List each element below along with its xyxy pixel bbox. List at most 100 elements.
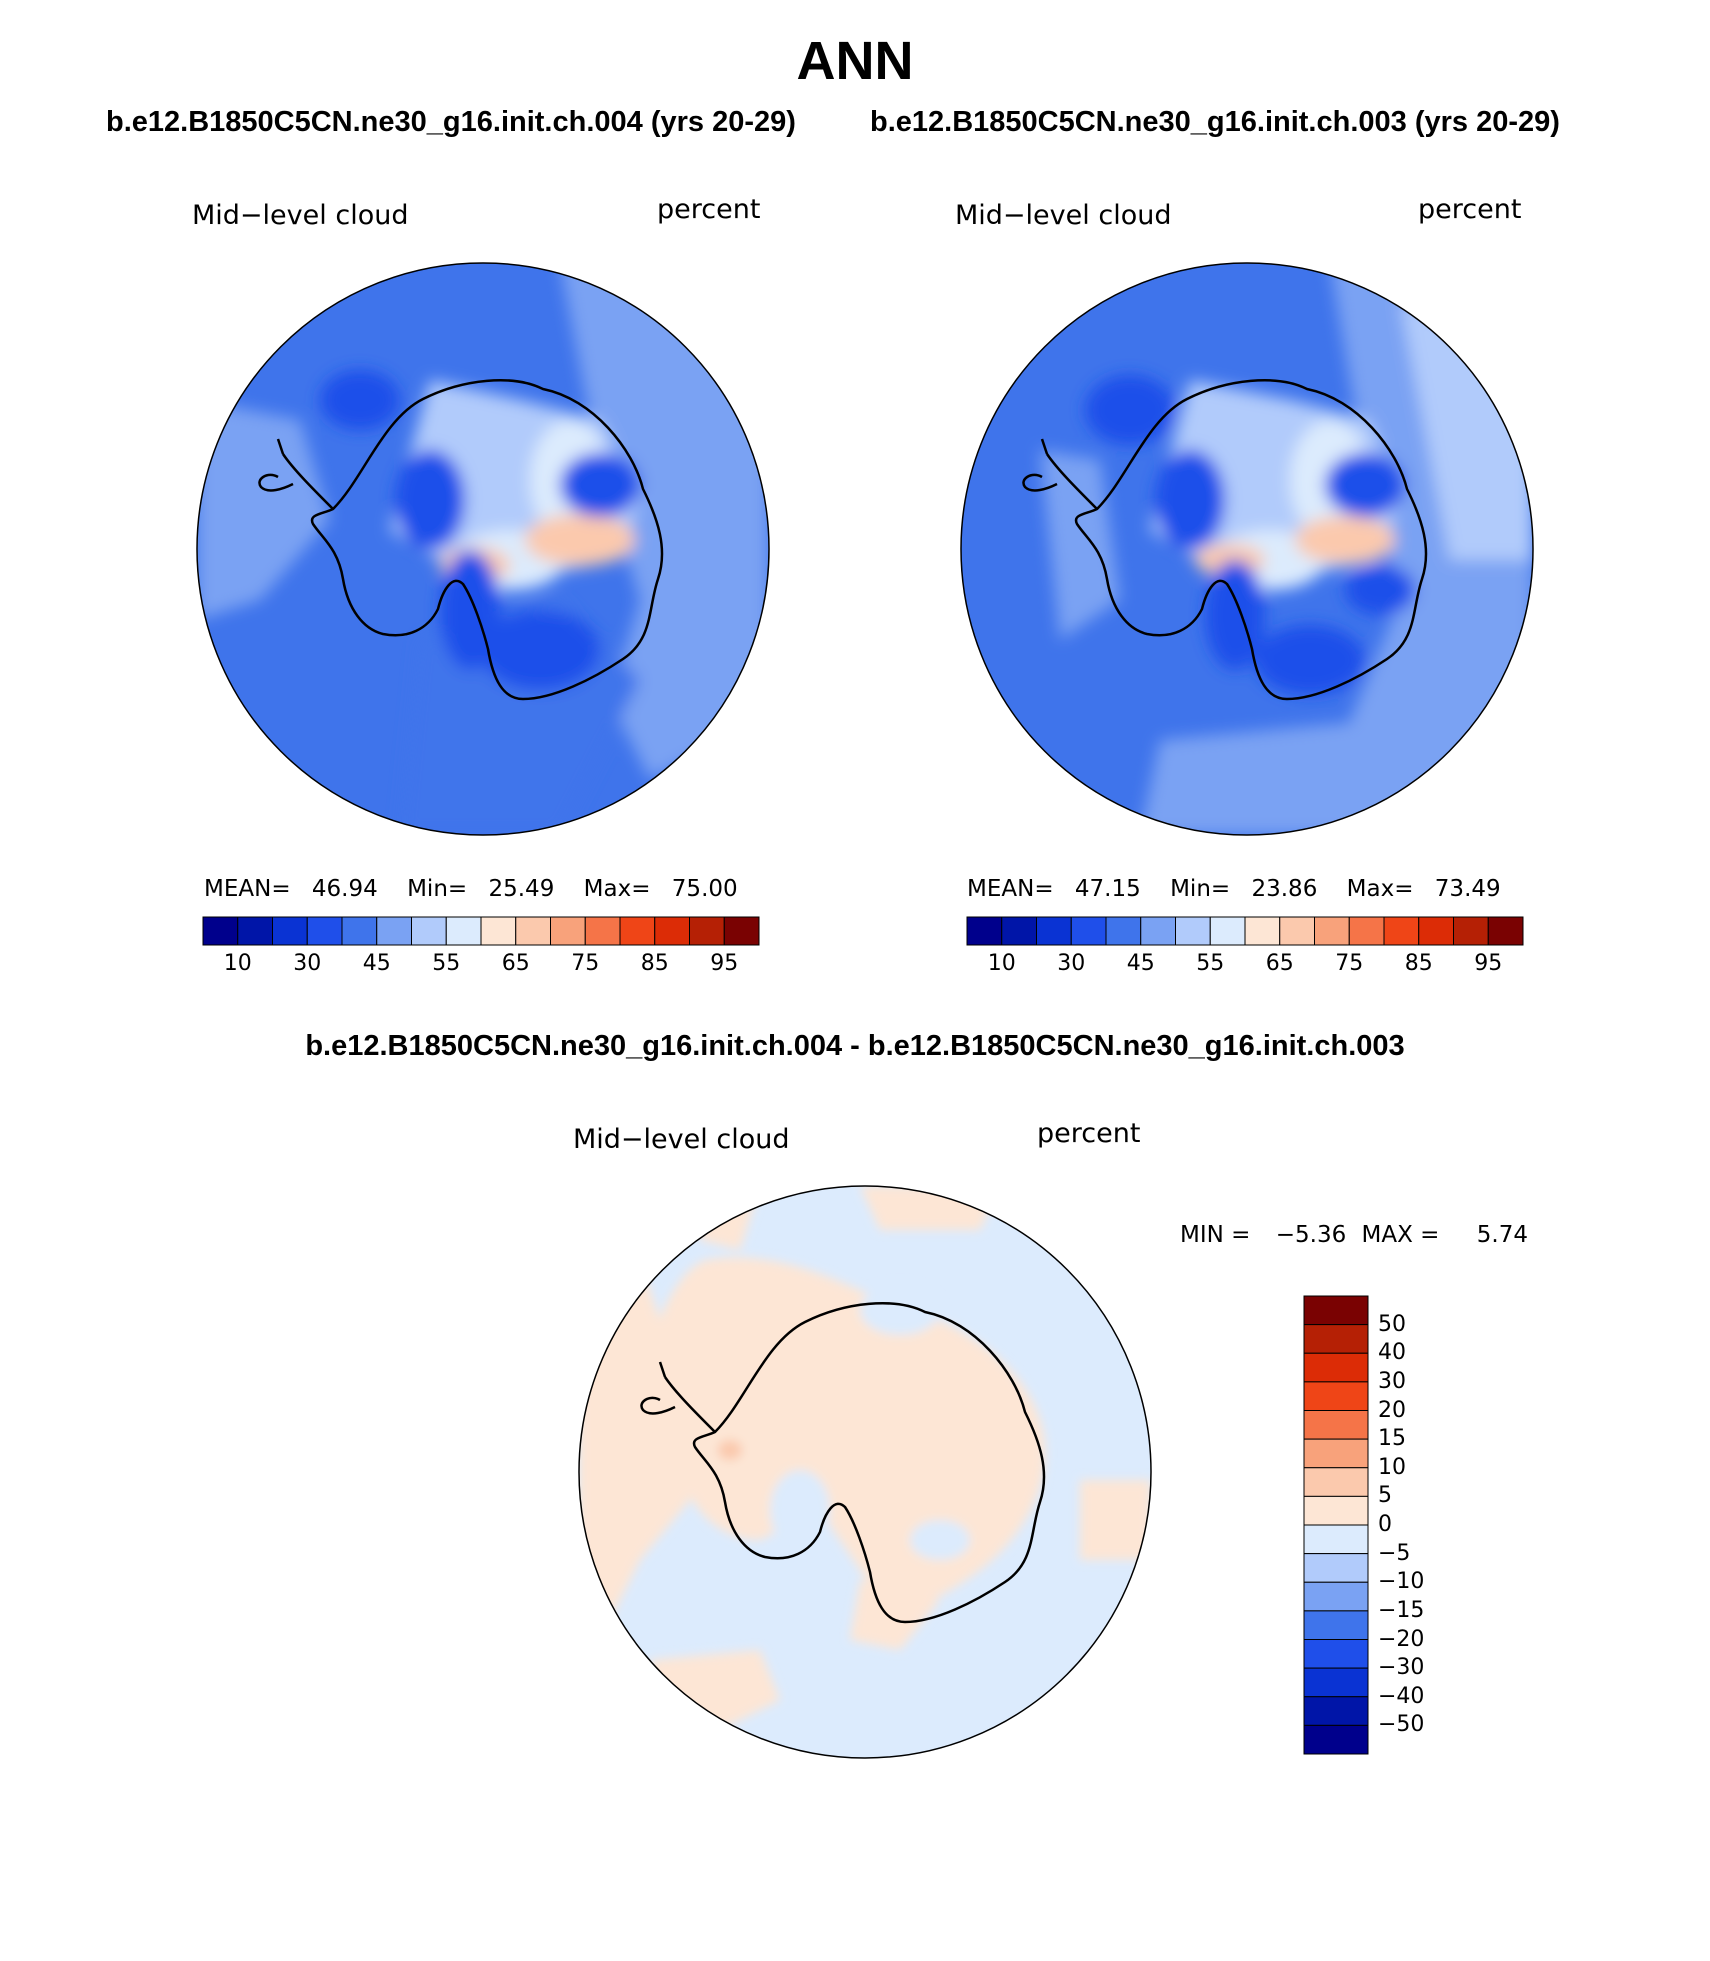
- colorbar-box: [1036, 916, 1072, 946]
- colorbar-panel-1: [202, 916, 760, 946]
- panel3-variable-label: Mid−level cloud: [573, 1124, 790, 1155]
- colorbar-box: [411, 916, 447, 946]
- colorbar-tick-label: 0: [1378, 1512, 1392, 1537]
- colorbar-tick-label: −30: [1378, 1655, 1425, 1681]
- colorbar-box: [1303, 1696, 1369, 1726]
- colorbar-tick-label: 95: [1474, 951, 1503, 976]
- colorbar-tick-label: −10: [1378, 1569, 1425, 1595]
- colorbar-tick-label: 85: [640, 951, 669, 976]
- mean-label: MEAN=: [204, 876, 291, 902]
- max-label: MAX =: [1361, 1222, 1440, 1248]
- colorbar-box: [1348, 916, 1385, 946]
- map-panel-2: [960, 262, 1534, 836]
- colorbar-box: [1303, 1324, 1369, 1354]
- case1-title: b.e12.B1850C5CN.ne30_g16.init.ch.004 (yr…: [106, 106, 796, 138]
- colorbar-box: [341, 916, 378, 946]
- colorbar-tick-label: 10: [987, 951, 1016, 976]
- colorbar-box: [1001, 916, 1037, 946]
- map-panel-1: [196, 262, 770, 836]
- colorbar-box: [237, 916, 273, 946]
- panel2-variable-label: Mid−level cloud: [955, 200, 1172, 231]
- panel2-stats: MEAN= 47.15 Min= 23.86 Max= 73.49: [967, 876, 1501, 902]
- colorbar-box: [966, 916, 1003, 946]
- max-label: Max=: [583, 876, 651, 902]
- colorbar-tick-label: 10: [223, 951, 252, 976]
- colorbar-box: [1453, 916, 1489, 946]
- max-value: 73.49: [1434, 876, 1501, 902]
- colorbar-tick-label: 20: [1378, 1397, 1406, 1423]
- colorbar-tick-label: 65: [501, 951, 530, 976]
- colorbar-tick-label: 45: [362, 951, 391, 976]
- colorbar-box: [480, 916, 517, 946]
- colorbar-tick-label: 55: [432, 951, 461, 976]
- colorbar-box: [1209, 916, 1246, 946]
- panel1-stats: MEAN= 46.94 Min= 25.49 Max= 75.00: [204, 876, 738, 902]
- colorbar-panel-2: [966, 916, 1524, 946]
- mean-value: 47.15: [1074, 876, 1141, 902]
- colorbar-tick-label: 50: [1378, 1311, 1406, 1337]
- page-title: ANN: [796, 31, 914, 91]
- colorbar-box: [1303, 1467, 1369, 1497]
- colorbar-tick-label: 95: [710, 951, 739, 976]
- colorbar-tick-label: 40: [1378, 1340, 1406, 1366]
- colorbar-box: [1303, 1610, 1369, 1640]
- colorbar-box: [1303, 1381, 1369, 1411]
- colorbar-tick-label: 30: [293, 951, 322, 976]
- colorbar-box: [1303, 1553, 1369, 1583]
- min-value: 25.49: [488, 876, 555, 902]
- colorbar-tick-label: 10: [1378, 1454, 1406, 1480]
- colorbar-box: [1303, 1724, 1369, 1755]
- colorbar-box: [1314, 916, 1350, 946]
- colorbar-box: [445, 916, 482, 946]
- colorbar-tick-label: 55: [1196, 951, 1225, 976]
- panel1-units-label: percent: [657, 194, 761, 225]
- colorbar-tick-label: 65: [1265, 951, 1294, 976]
- min-value: 23.86: [1251, 876, 1318, 902]
- colorbar-box: [1244, 916, 1281, 946]
- colorbar-box: [584, 916, 621, 946]
- min-label: Min=: [407, 876, 468, 902]
- colorbar-box: [1303, 1495, 1369, 1526]
- colorbar-box: [550, 916, 586, 946]
- colorbar-tick-label: 30: [1378, 1368, 1406, 1394]
- colorbar-tick-label: 30: [1057, 951, 1086, 976]
- difference-title: b.e12.B1850C5CN.ne30_g16.init.ch.004 - b…: [305, 1030, 1405, 1062]
- colorbar-box: [1487, 916, 1524, 946]
- colorbar-tick-label: −50: [1378, 1712, 1425, 1738]
- map-panel-3: [578, 1185, 1152, 1759]
- colorbar-tick-label: 85: [1404, 951, 1433, 976]
- colorbar-box: [272, 916, 308, 946]
- colorbar-box: [202, 916, 239, 946]
- colorbar-box: [619, 916, 656, 946]
- case2-title: b.e12.B1850C5CN.ne30_g16.init.ch.003 (yr…: [870, 106, 1560, 138]
- colorbar-box: [1303, 1581, 1369, 1612]
- max-value: 5.74: [1476, 1222, 1528, 1248]
- colorbar-tick-label: 75: [1335, 951, 1364, 976]
- colorbar-box: [1303, 1667, 1369, 1698]
- min-label: Min=: [1170, 876, 1231, 902]
- colorbar-box: [1383, 916, 1420, 946]
- colorbar-box: [689, 916, 725, 946]
- mean-label: MEAN=: [967, 876, 1054, 902]
- colorbar-box: [1303, 1639, 1369, 1669]
- min-label: MIN =: [1180, 1222, 1251, 1248]
- colorbar-tick-label: −20: [1378, 1626, 1425, 1652]
- colorbar-box: [1279, 916, 1315, 946]
- colorbar-tick-label: −5: [1378, 1540, 1411, 1566]
- max-label: Max=: [1346, 876, 1414, 902]
- colorbar-tick-label: 45: [1126, 951, 1155, 976]
- max-value: 75.00: [671, 876, 738, 902]
- colorbar-box: [515, 916, 551, 946]
- colorbar-tick-label: −40: [1378, 1683, 1425, 1709]
- colorbar-box: [1303, 1524, 1369, 1555]
- colorbar-box: [1303, 1295, 1369, 1326]
- colorbar-box: [376, 916, 412, 946]
- mean-value: 46.94: [311, 876, 378, 902]
- colorbar-tick-label: 75: [571, 951, 600, 976]
- min-value: −5.36: [1275, 1222, 1347, 1248]
- colorbar-box: [306, 916, 343, 946]
- panel3-units-label: percent: [1037, 1118, 1141, 1149]
- colorbar-tick-label: 15: [1378, 1426, 1406, 1452]
- colorbar-tick-label: 5: [1378, 1483, 1392, 1509]
